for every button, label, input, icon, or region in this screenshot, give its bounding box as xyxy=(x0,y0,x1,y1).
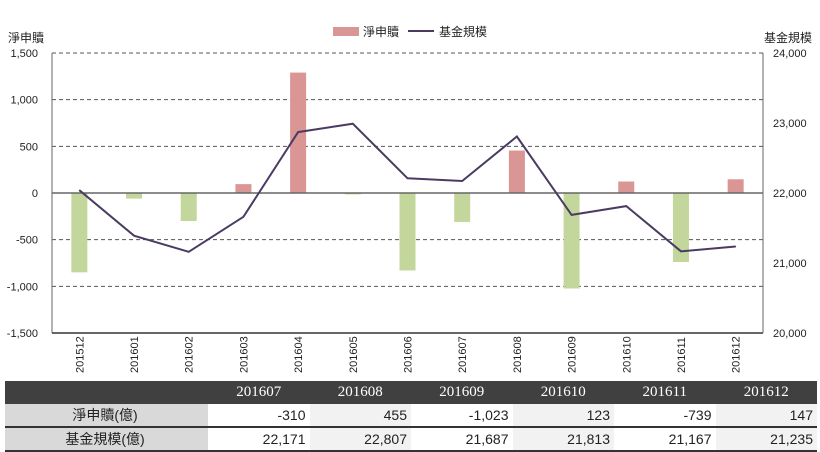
legend-label: 淨申贖 xyxy=(363,24,399,39)
bar xyxy=(618,181,635,193)
row-label: 淨申贖(億) xyxy=(5,404,208,428)
bar xyxy=(727,179,744,193)
x-tick-label: 201610 xyxy=(621,336,633,373)
y-left-tick-label: -500 xyxy=(16,235,38,247)
table-row: 淨申贖(億) -310 455 -1,023 123 -739 147 xyxy=(5,404,817,428)
line-point xyxy=(133,235,135,237)
table-cell: 21,235 xyxy=(715,427,817,452)
bar xyxy=(71,193,88,273)
header-cell: 201611 xyxy=(614,381,716,404)
line-point xyxy=(407,177,408,179)
line-point xyxy=(680,250,682,252)
row-label: 基金規模(億) xyxy=(5,427,208,452)
table-header-row: 201607 201608 201609 201610 201611 20161… xyxy=(5,381,817,404)
table-cell: 22,171 xyxy=(208,427,310,452)
y-right-tick-label: 21,000 xyxy=(773,258,807,270)
y-left-tick-label: 0 xyxy=(32,188,38,200)
bar xyxy=(235,184,252,193)
line-point xyxy=(188,251,190,253)
header-cell: 201610 xyxy=(512,381,614,404)
line-point xyxy=(735,246,737,248)
y-left-tick-label: -1,000 xyxy=(7,281,38,293)
table-cell: 123 xyxy=(512,404,614,428)
x-tick-label: 201512 xyxy=(74,336,86,373)
table-cell: 22,807 xyxy=(309,427,411,452)
x-tick-label: 201602 xyxy=(184,336,196,373)
line-point xyxy=(625,205,627,207)
line-point xyxy=(352,123,354,125)
bar xyxy=(399,193,416,271)
y-left-tick-label: 1,000 xyxy=(10,95,38,107)
table-cell: 21,167 xyxy=(614,427,716,452)
line-point xyxy=(571,214,573,216)
x-tick-label: 201609 xyxy=(567,336,579,373)
x-tick-label: 201612 xyxy=(731,336,743,373)
combo-chart: 1,500 1,000 500 0 -500 -1,000 -1,500 24,000 23,0… xyxy=(7,24,812,373)
line-point xyxy=(461,180,463,182)
bar xyxy=(454,193,471,222)
table-row: 基金規模(億) 22,171 22,807 21,687 21,813 21,1… xyxy=(5,427,817,452)
y-right-axis-label: 基金規模 xyxy=(764,30,812,45)
bar xyxy=(508,150,525,193)
table-cell: -1,023 xyxy=(411,404,513,428)
line-point xyxy=(516,136,518,138)
table-cell: -310 xyxy=(208,404,310,428)
header-cell: 201607 xyxy=(208,381,310,404)
line-point xyxy=(297,131,299,133)
bar xyxy=(672,193,689,262)
bar xyxy=(180,193,197,221)
header-cell: 201612 xyxy=(715,381,817,404)
x-tick-label: 201608 xyxy=(512,336,524,373)
header-cell: 201608 xyxy=(309,381,411,404)
x-tick-label: 201604 xyxy=(293,336,305,373)
legend-label: 基金規模 xyxy=(439,24,487,39)
table-cell: 21,687 xyxy=(411,427,513,452)
table-cell: 147 xyxy=(715,404,817,428)
y-left-tick-label: -1,500 xyxy=(7,328,38,340)
y-right-tick-label: 20,000 xyxy=(773,328,807,340)
table-cell: 455 xyxy=(309,404,411,428)
y-right-tick-label: 22,000 xyxy=(773,188,807,200)
line-point xyxy=(242,216,244,218)
x-tick-label: 201607 xyxy=(457,336,469,373)
y-right-tick-label: 23,000 xyxy=(773,118,807,130)
table-cell: -739 xyxy=(614,404,716,428)
y-left-tick-label: 1,500 xyxy=(10,48,38,60)
line-point xyxy=(78,189,80,191)
x-tick-label: 201605 xyxy=(348,336,360,373)
y-left-tick-label: 500 xyxy=(20,141,38,153)
x-tick-label: 201601 xyxy=(129,336,141,373)
x-tick-label: 201603 xyxy=(238,336,250,373)
legend-swatch-bar xyxy=(333,27,359,36)
y-left-axis-label: 淨申贖 xyxy=(8,30,44,45)
y-right-tick-label: 24,000 xyxy=(773,48,807,60)
bar xyxy=(126,193,143,199)
header-blank xyxy=(5,381,208,404)
x-tick-label: 201611 xyxy=(676,337,688,373)
data-table: 201607 201608 201609 201610 201611 20161… xyxy=(5,381,817,452)
header-cell: 201609 xyxy=(411,381,513,404)
bar xyxy=(563,193,580,289)
table-cell: 21,813 xyxy=(512,427,614,452)
x-tick-label: 201606 xyxy=(403,336,415,373)
